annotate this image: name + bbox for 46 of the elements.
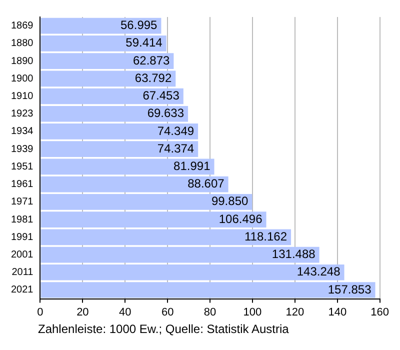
y-tick-label: 1923 [10,108,34,120]
y-tick-label: 1961 [10,179,34,190]
data-label: 56.995 [120,18,158,32]
data-label: 59.414 [126,36,163,50]
bar [40,176,228,192]
y-tick-label: 1934 [10,126,34,138]
y-tick-label: 1880 [10,38,34,50]
y-tick-label: 1981 [10,214,34,226]
data-label: 88.607 [188,176,225,191]
data-label: 69.633 [147,106,184,120]
data-label: 67.453 [142,88,180,103]
y-tick-label: 1939 [10,144,34,155]
x-tick-label: 20 [76,306,89,318]
x-tick-label: 80 [204,306,216,318]
data-label: 81.991 [174,159,211,174]
data-label: 131.488 [272,247,316,262]
y-tick-label: 1900 [10,73,34,84]
y-tick-label: 1971 [10,196,34,208]
data-label: 74.374 [157,141,194,156]
bar [40,246,320,263]
data-label: 63.792 [134,70,172,85]
y-tick-label: 1991 [10,232,34,243]
y-tick-label: 1951 [10,161,34,172]
y-tick-label: 2001 [10,250,34,261]
bar [40,158,214,175]
x-tick-label: 120 [286,306,304,318]
x-tick-label: 60 [161,306,174,318]
data-label: 106.496 [218,212,263,226]
bar [40,88,184,104]
y-tick-label: 2021 [10,284,34,296]
x-tick-label: 0 [37,306,44,318]
y-tick-label: 1910 [10,91,34,102]
data-label: 99.850 [211,194,248,208]
data-label: 74.349 [157,124,194,138]
x-tick-label: 100 [243,306,262,318]
data-label: 143.248 [296,264,341,279]
text: Zahlenleiste: 1000 Ew.; Quelle: Statistik Austria [37,322,290,336]
y-tick-label: 1890 [10,56,34,67]
x-tick-label: 140 [328,306,347,318]
y-tick-label: 1869 [10,20,34,32]
data-label: 157.853 [328,282,372,296]
data-label: 118.162 [244,229,288,244]
x-tick-label: 40 [119,306,132,318]
data-label: 62.873 [132,53,170,68]
x-tick-label: 160 [370,306,390,318]
y-tick-label: 2011 [12,267,34,278]
